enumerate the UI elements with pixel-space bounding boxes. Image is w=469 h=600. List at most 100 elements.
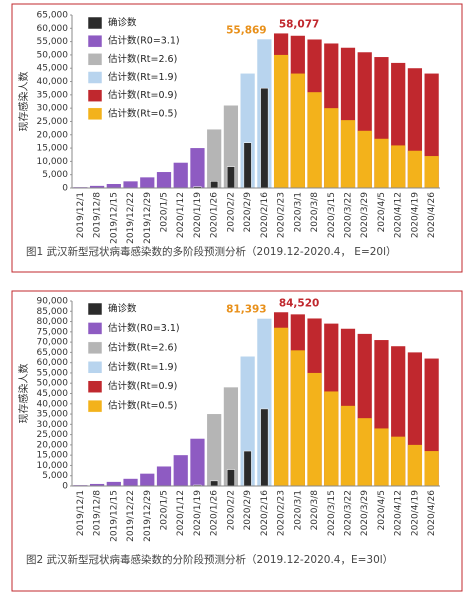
x-tick-label: 2019/12/15 xyxy=(109,490,119,542)
bar xyxy=(407,444,423,486)
y-tick-label: 25,000 xyxy=(37,117,69,127)
x-tick-label: 2020/2/16 xyxy=(260,192,270,238)
bar xyxy=(407,150,423,188)
bar xyxy=(207,129,222,188)
x-tick-label: 2020/3/29 xyxy=(360,490,370,536)
bar xyxy=(210,480,219,487)
bar xyxy=(290,73,305,188)
x-tick-label: 2019/12/1 xyxy=(76,192,86,238)
bar xyxy=(374,428,389,486)
bar xyxy=(140,473,155,486)
y-tick-label: 10,000 xyxy=(37,157,69,167)
bar xyxy=(156,172,172,188)
x-tick-label: 2020/4/5 xyxy=(377,192,387,232)
x-tick-label: 2020/3/22 xyxy=(344,192,354,238)
legend-swatch xyxy=(87,302,103,316)
y-tick-label: 75,000 xyxy=(37,327,69,337)
x-tick-label: 2019/12/22 xyxy=(126,192,136,244)
bar xyxy=(391,145,406,188)
legend-swatch xyxy=(87,53,103,66)
y-tick-label: 55,000 xyxy=(37,368,69,378)
bar xyxy=(226,166,235,189)
bar xyxy=(123,181,138,188)
x-tick-label: 2020/3/29 xyxy=(360,192,370,238)
bar xyxy=(173,162,188,188)
x-tick-label: 2019/12/29 xyxy=(143,490,153,542)
x-tick-label: 2020/1/12 xyxy=(176,490,186,536)
bar xyxy=(260,87,269,189)
y-tick-label: 45,000 xyxy=(37,64,69,74)
y-tick-label: 30,000 xyxy=(37,104,69,114)
x-tick-label: 2020/2/23 xyxy=(277,192,287,238)
bar xyxy=(374,138,389,188)
legend-label: 估计数(R0=3.1) xyxy=(108,35,180,47)
legend-label: 估计数(Rt=0.5) xyxy=(108,400,177,412)
caption: 图2 武汉新型冠状病毒感染数的分阶段预测分析（2019.12-2020.4，E=… xyxy=(26,553,393,566)
x-tick-label: 2020/1/26 xyxy=(210,192,220,238)
legend-label: 估计数(Rt=0.5) xyxy=(108,107,177,119)
x-tick-label: 2020/4/26 xyxy=(427,490,437,536)
bar xyxy=(190,148,205,188)
y-tick-label: 30,000 xyxy=(37,420,69,430)
legend-swatch xyxy=(87,34,103,48)
bar xyxy=(207,414,222,486)
bar xyxy=(424,451,439,486)
figure-1-frame xyxy=(11,3,463,273)
x-tick-label: 2020/4/12 xyxy=(394,192,404,238)
x-tick-label: 2020/3/1 xyxy=(293,192,303,232)
legend-label: 确诊数 xyxy=(108,303,137,315)
x-tick-label: 2020/4/26 xyxy=(427,192,437,238)
x-tick-label: 2020/2/2 xyxy=(226,490,236,530)
x-tick-label: 2020/1/5 xyxy=(160,490,170,530)
x-tick-label: 2019/12/29 xyxy=(143,192,153,244)
bar xyxy=(273,327,289,486)
bar xyxy=(357,130,372,188)
bar xyxy=(340,405,356,486)
bar xyxy=(243,142,252,189)
y-tick-label: 35,000 xyxy=(37,90,69,100)
legend-label: 估计数(R0=3.1) xyxy=(108,322,180,334)
y-axis-label: 现存感染人数 xyxy=(17,72,30,132)
value-label: 58,077 xyxy=(279,18,320,30)
y-tick-label: 85,000 xyxy=(37,307,69,317)
x-tick-label: 2020/3/8 xyxy=(310,192,320,233)
legend-swatch xyxy=(87,89,103,102)
bar xyxy=(243,450,252,487)
y-tick-label: 20,000 xyxy=(37,130,69,140)
x-tick-label: 2020/1/5 xyxy=(160,192,170,232)
figure-2-frame xyxy=(11,290,463,592)
bar xyxy=(106,184,121,188)
value-label: 55,869 xyxy=(226,24,267,36)
legend-swatch xyxy=(87,322,103,335)
bar xyxy=(226,469,235,487)
bar xyxy=(210,181,219,189)
x-tick-label: 2020/2/23 xyxy=(277,490,287,536)
x-tick-label: 2020/4/19 xyxy=(410,192,420,238)
y-tick-label: 40,000 xyxy=(37,399,69,409)
x-tick-label: 2019/12/22 xyxy=(126,490,136,542)
x-tick-label: 2020/3/1 xyxy=(293,490,303,530)
legend-label: 估计数(Rt=2.6) xyxy=(108,341,177,353)
y-tick-label: 60,000 xyxy=(37,358,69,368)
y-tick-label: 0 xyxy=(62,184,68,194)
x-tick-label: 2020/2/9 xyxy=(243,490,253,531)
y-tick-label: 15,000 xyxy=(37,451,69,461)
y-tick-label: 55,000 xyxy=(37,37,69,47)
y-tick-label: 45,000 xyxy=(37,389,69,399)
legend-swatch xyxy=(87,361,103,374)
legend-label: 估计数(Rt=2.6) xyxy=(108,53,177,65)
legend-label: 估计数(Rt=0.9) xyxy=(108,89,177,101)
x-tick-label: 2019/12/8 xyxy=(93,192,103,238)
y-tick-label: 10,000 xyxy=(37,461,69,471)
bar xyxy=(424,156,439,188)
x-tick-label: 2020/2/16 xyxy=(260,490,270,536)
legend-label: 估计数(Rt=1.9) xyxy=(108,361,177,373)
x-tick-label: 2019/12/1 xyxy=(76,490,86,536)
y-tick-label: 5,000 xyxy=(42,471,68,481)
bar xyxy=(307,92,322,188)
value-label: 84,520 xyxy=(279,297,320,309)
legend-label: 估计数(Rt=0.9) xyxy=(108,380,177,392)
x-tick-label: 2020/1/12 xyxy=(176,192,186,238)
